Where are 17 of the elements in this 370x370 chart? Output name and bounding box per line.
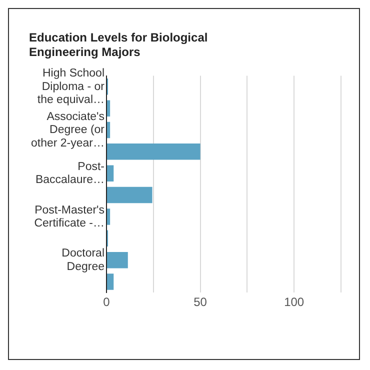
- bar: [107, 186, 152, 204]
- y-tick-label: High School Diploma - or the equival…: [37, 68, 105, 106]
- chart-title: Education Levels for Biological Engineering Majors: [29, 30, 208, 59]
- bar: [107, 165, 114, 182]
- y-tick-label: Post-Master's Certificate -…: [34, 204, 105, 230]
- y-tick-label: Doctoral Degree: [62, 248, 105, 273]
- bar: [107, 252, 128, 268]
- x-tick-label: 0: [103, 295, 110, 310]
- bar: [107, 208, 110, 225]
- y-tick-label: Associate's Degree (or other 2-year…: [30, 110, 105, 150]
- bar: [107, 122, 110, 138]
- bar: [107, 100, 110, 116]
- x-tick-label: 100: [284, 295, 304, 310]
- y-tick-label: Post-Baccalaure…: [35, 160, 105, 186]
- x-tick-label: 50: [194, 295, 208, 310]
- bar: [107, 274, 114, 290]
- bar: [107, 144, 200, 160]
